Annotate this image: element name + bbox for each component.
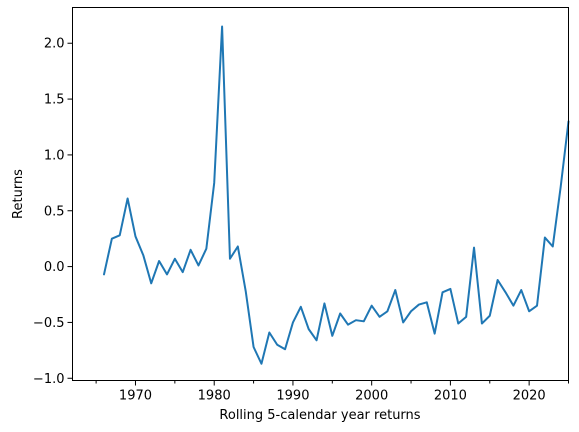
series-layer [102,25,570,365]
y-tick-label: −1.0 [33,372,65,387]
x-tick-label: 1970 [119,389,152,404]
y-tick-label: 2.0 [44,37,65,52]
x-tick-label: 2010 [434,389,467,404]
y-tick-label: 1.0 [44,148,65,163]
y-tick-label: 0.0 [44,260,65,275]
x-tick-label: 1980 [198,389,231,404]
x-tick-label: 1990 [276,389,309,404]
y-tick-label: 1.5 [44,93,65,108]
y-axis-ticks: −1.0 −0.5 0.0 0.5 1.0 1.5 2.0 [33,37,73,387]
x-axis-ticks: 1970 1980 1990 2000 2010 2020 [95,380,569,404]
y-axis-label: Returns [11,169,26,219]
x-axis-label: Rolling 5-calendar year returns [219,408,420,423]
x-tick-label: 2020 [513,389,546,404]
x-tick-label: 2000 [355,389,388,404]
plot-frame [72,7,569,381]
y-tick-label: 0.5 [44,204,65,219]
series-line-0 [102,25,570,365]
y-tick-label: −0.5 [33,316,65,331]
